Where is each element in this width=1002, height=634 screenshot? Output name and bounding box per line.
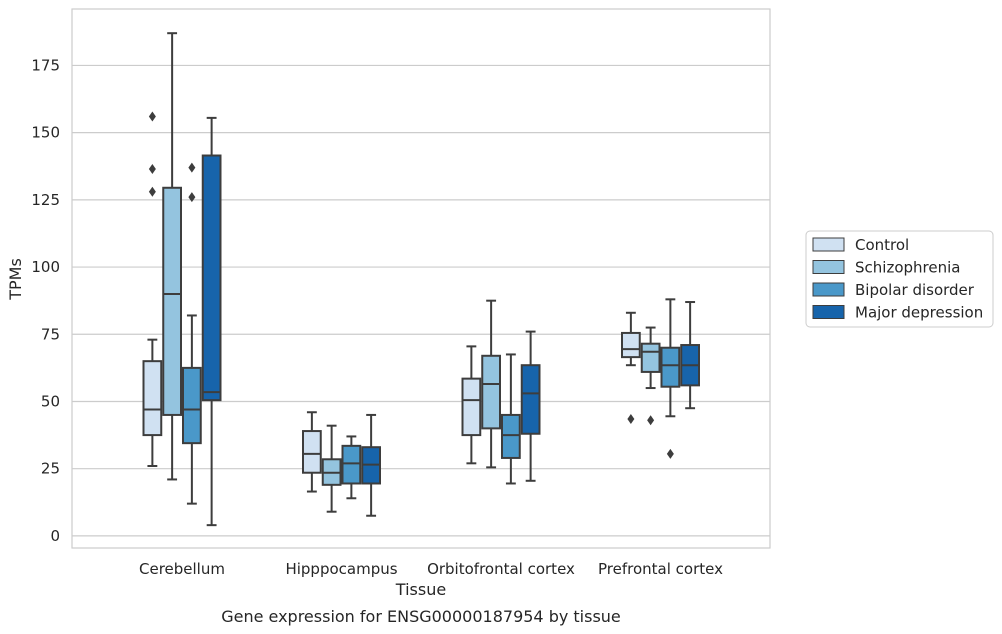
box-group [182, 162, 202, 505]
x-tick-label: Prefrontal cortex [598, 560, 723, 578]
box-iqr [162, 186, 182, 416]
x-tick-label: Orbitofrontal cortex [427, 560, 575, 578]
legend: Control Schizophrenia Bipolar disorder Majo… [805, 230, 994, 328]
x-tick-label: Cerebellum [139, 560, 225, 578]
box-iqr [481, 354, 501, 430]
box-iqr [621, 331, 641, 359]
box-group [621, 311, 641, 424]
legend-label: Schizophrenia [855, 259, 960, 277]
box-iqr [341, 444, 362, 485]
box-group [321, 424, 342, 513]
legend-frame [805, 230, 994, 328]
y-tick-label: 75 [41, 325, 60, 343]
box-plots [142, 32, 700, 527]
legend-swatch [812, 260, 845, 274]
chart-caption: Gene expression for ENSG00000187954 by t… [221, 607, 621, 626]
box-group [481, 299, 501, 469]
box-group [680, 301, 700, 410]
box-group [501, 353, 521, 485]
box-group [162, 32, 182, 481]
box-group [660, 298, 681, 459]
legend-swatch [812, 282, 845, 297]
box-iqr [520, 364, 541, 435]
outlier-point [148, 163, 156, 174]
legend-label: Control [855, 236, 909, 254]
y-tick-label: 150 [31, 124, 60, 142]
box-iqr [660, 346, 681, 388]
box-group [361, 413, 381, 517]
box-iqr [182, 366, 202, 445]
outlier-point [647, 415, 655, 426]
y-tick-label: 50 [41, 392, 60, 410]
legend-swatch [812, 237, 845, 252]
box-iqr [201, 154, 222, 402]
box-group [142, 111, 163, 468]
y-tick-label: 25 [41, 460, 60, 478]
y-axis-ticks: 0 25 50 75 100 125 150 175 [31, 56, 60, 544]
outlier-point [188, 192, 196, 203]
y-tick-label: 175 [31, 56, 60, 74]
box-iqr [142, 360, 163, 437]
outlier-point [148, 186, 156, 197]
box-group [461, 345, 482, 465]
grid-lines [72, 64, 770, 537]
legend-label: Bipolar disorder [855, 281, 975, 299]
x-axis-label: Tissue [395, 580, 446, 599]
legend-label: Major depression [855, 304, 983, 322]
outlier-point [666, 448, 674, 459]
legend-swatch [812, 305, 845, 319]
box-iqr [461, 377, 482, 437]
y-tick-label: 100 [31, 258, 60, 276]
x-axis-ticks: Cerebellum Hipppocampus Orbitofrontal cort… [139, 560, 723, 578]
y-axis-label: TPMs [6, 258, 25, 301]
box-group [341, 435, 362, 500]
box-group [640, 326, 661, 426]
outlier-point [627, 413, 635, 424]
y-tick-label: 125 [31, 191, 60, 209]
box-group [520, 330, 541, 482]
outlier-point [188, 162, 196, 173]
x-tick-label: Hipppocampus [285, 560, 397, 578]
box-iqr [640, 342, 661, 373]
box-group [302, 411, 322, 493]
box-iqr [302, 430, 322, 474]
box-iqr [501, 413, 521, 459]
outlier-point [148, 111, 156, 122]
y-tick-label: 0 [50, 527, 60, 545]
plot-area [71, 8, 771, 549]
box-group [201, 116, 222, 527]
